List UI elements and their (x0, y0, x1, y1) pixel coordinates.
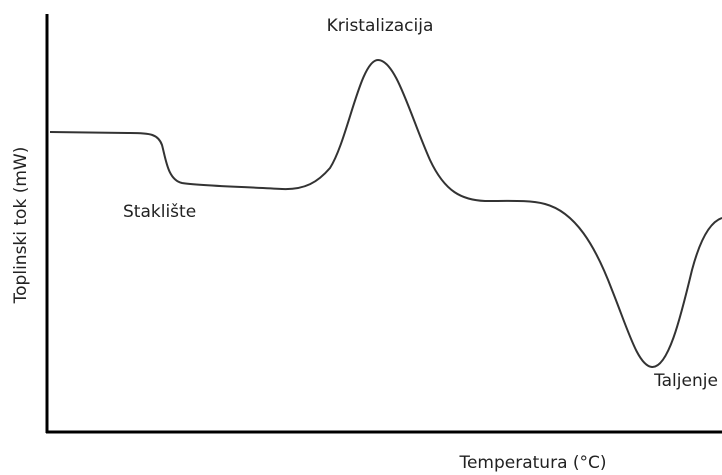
melting-label: Taljenje (653, 371, 718, 391)
y-axis-label: Toplinski tok (mW) (11, 147, 31, 305)
glass-transition-label: Staklište (123, 202, 196, 222)
x-axis-label: Temperatura (°C) (458, 453, 606, 473)
crystallization-label: Kristalizacija (327, 16, 434, 36)
dsc-curve (49, 58, 722, 369)
